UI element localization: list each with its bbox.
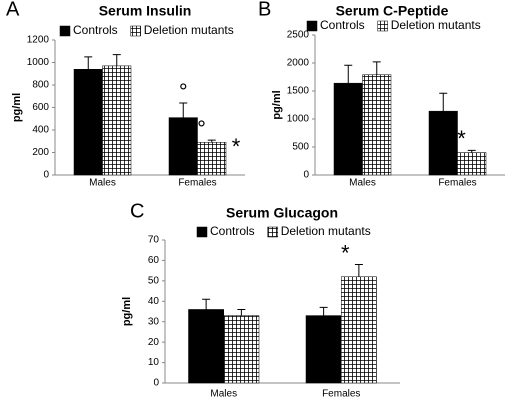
- y-tick-label: 0: [303, 170, 309, 181]
- y-tick-label: 0: [43, 170, 49, 181]
- y-tick-label: 600: [32, 102, 49, 113]
- bar: [457, 152, 487, 176]
- error-bar: [344, 64, 353, 84]
- y-tick-label: 40: [148, 296, 160, 307]
- y-tick-label: 2000: [287, 58, 310, 69]
- bar: [73, 69, 103, 176]
- x-tick-label: Females: [178, 178, 216, 189]
- error-bar: [354, 264, 363, 277]
- y-tick-label: 30: [148, 316, 160, 327]
- bar: [197, 142, 227, 176]
- legend-label: Controls: [73, 23, 118, 37]
- x-tick-label: Males: [349, 178, 376, 189]
- panel-letter: A: [6, 0, 20, 20]
- error-bar: [439, 92, 448, 112]
- legend-label: Controls: [320, 18, 365, 32]
- legend-swatch: [306, 20, 318, 32]
- y-tick-label: 1000: [287, 114, 310, 125]
- x-tick-label: Males: [89, 178, 116, 189]
- bar: [428, 110, 458, 176]
- error-bar: [319, 306, 328, 316]
- y-tick-label: 70: [148, 235, 160, 246]
- legend-swatch: [59, 25, 71, 37]
- y-tick-label: 2500: [287, 30, 310, 41]
- error-bar: [202, 298, 211, 310]
- legend-swatch: [267, 226, 278, 238]
- y-tick-label: 1500: [287, 86, 310, 97]
- y-tick-label: 1200: [27, 35, 50, 46]
- bar: [168, 117, 198, 176]
- y-tick-label: 1000: [27, 57, 50, 68]
- x-tick-label: Females: [322, 389, 360, 400]
- bar: [188, 309, 224, 384]
- error-bar: [84, 56, 93, 70]
- y-tick-label: 50: [148, 275, 160, 286]
- panel-letter: C: [130, 200, 144, 222]
- y-tick-label: 60: [148, 255, 160, 266]
- chart-title: Serum Insulin: [99, 3, 192, 19]
- y-tick-label: 10: [148, 357, 160, 368]
- legend-swatch: [377, 20, 388, 32]
- bar: [305, 315, 342, 384]
- y-tick-label: 200: [32, 147, 49, 158]
- bar: [333, 82, 363, 176]
- bar: [362, 74, 392, 176]
- y-tick-label: 500: [292, 142, 309, 153]
- x-tick-label: Females: [438, 178, 476, 189]
- y-axis-label: pg/ml: [271, 90, 283, 119]
- legend-swatch: [130, 25, 141, 37]
- y-tick-label: 0: [153, 378, 159, 389]
- annotation: *: [341, 240, 350, 265]
- legend-label: Deletion mutants: [144, 23, 234, 37]
- legend-label: Deletion mutants: [391, 18, 481, 32]
- chart-title: Serum Glucagon: [226, 205, 338, 221]
- y-tick-label: 800: [32, 80, 49, 91]
- annotation: °: [197, 116, 206, 141]
- error-bar: [179, 102, 188, 118]
- annotation: °: [179, 79, 188, 104]
- error-bar: [467, 149, 476, 153]
- y-tick-label: 20: [148, 337, 160, 348]
- bar: [102, 65, 132, 176]
- annotation: *: [232, 134, 241, 159]
- legend-swatch: [196, 226, 208, 238]
- bar: [341, 276, 377, 384]
- annotation: *: [457, 126, 466, 151]
- legend-label: Deletion mutants: [281, 224, 371, 238]
- error-bar: [372, 61, 381, 75]
- y-tick-label: 400: [32, 125, 49, 136]
- error-bar: [112, 54, 121, 66]
- bar: [223, 315, 260, 384]
- x-tick-label: Males: [210, 389, 237, 400]
- panel-letter: B: [258, 0, 271, 20]
- y-axis-label: pg/ml: [11, 93, 23, 122]
- error-bar: [237, 308, 246, 316]
- y-axis-label: pg/ml: [121, 297, 133, 326]
- error-bar: [207, 139, 216, 143]
- chart-title: Serum C-Peptide: [336, 3, 449, 19]
- legend-label: Controls: [210, 224, 255, 238]
